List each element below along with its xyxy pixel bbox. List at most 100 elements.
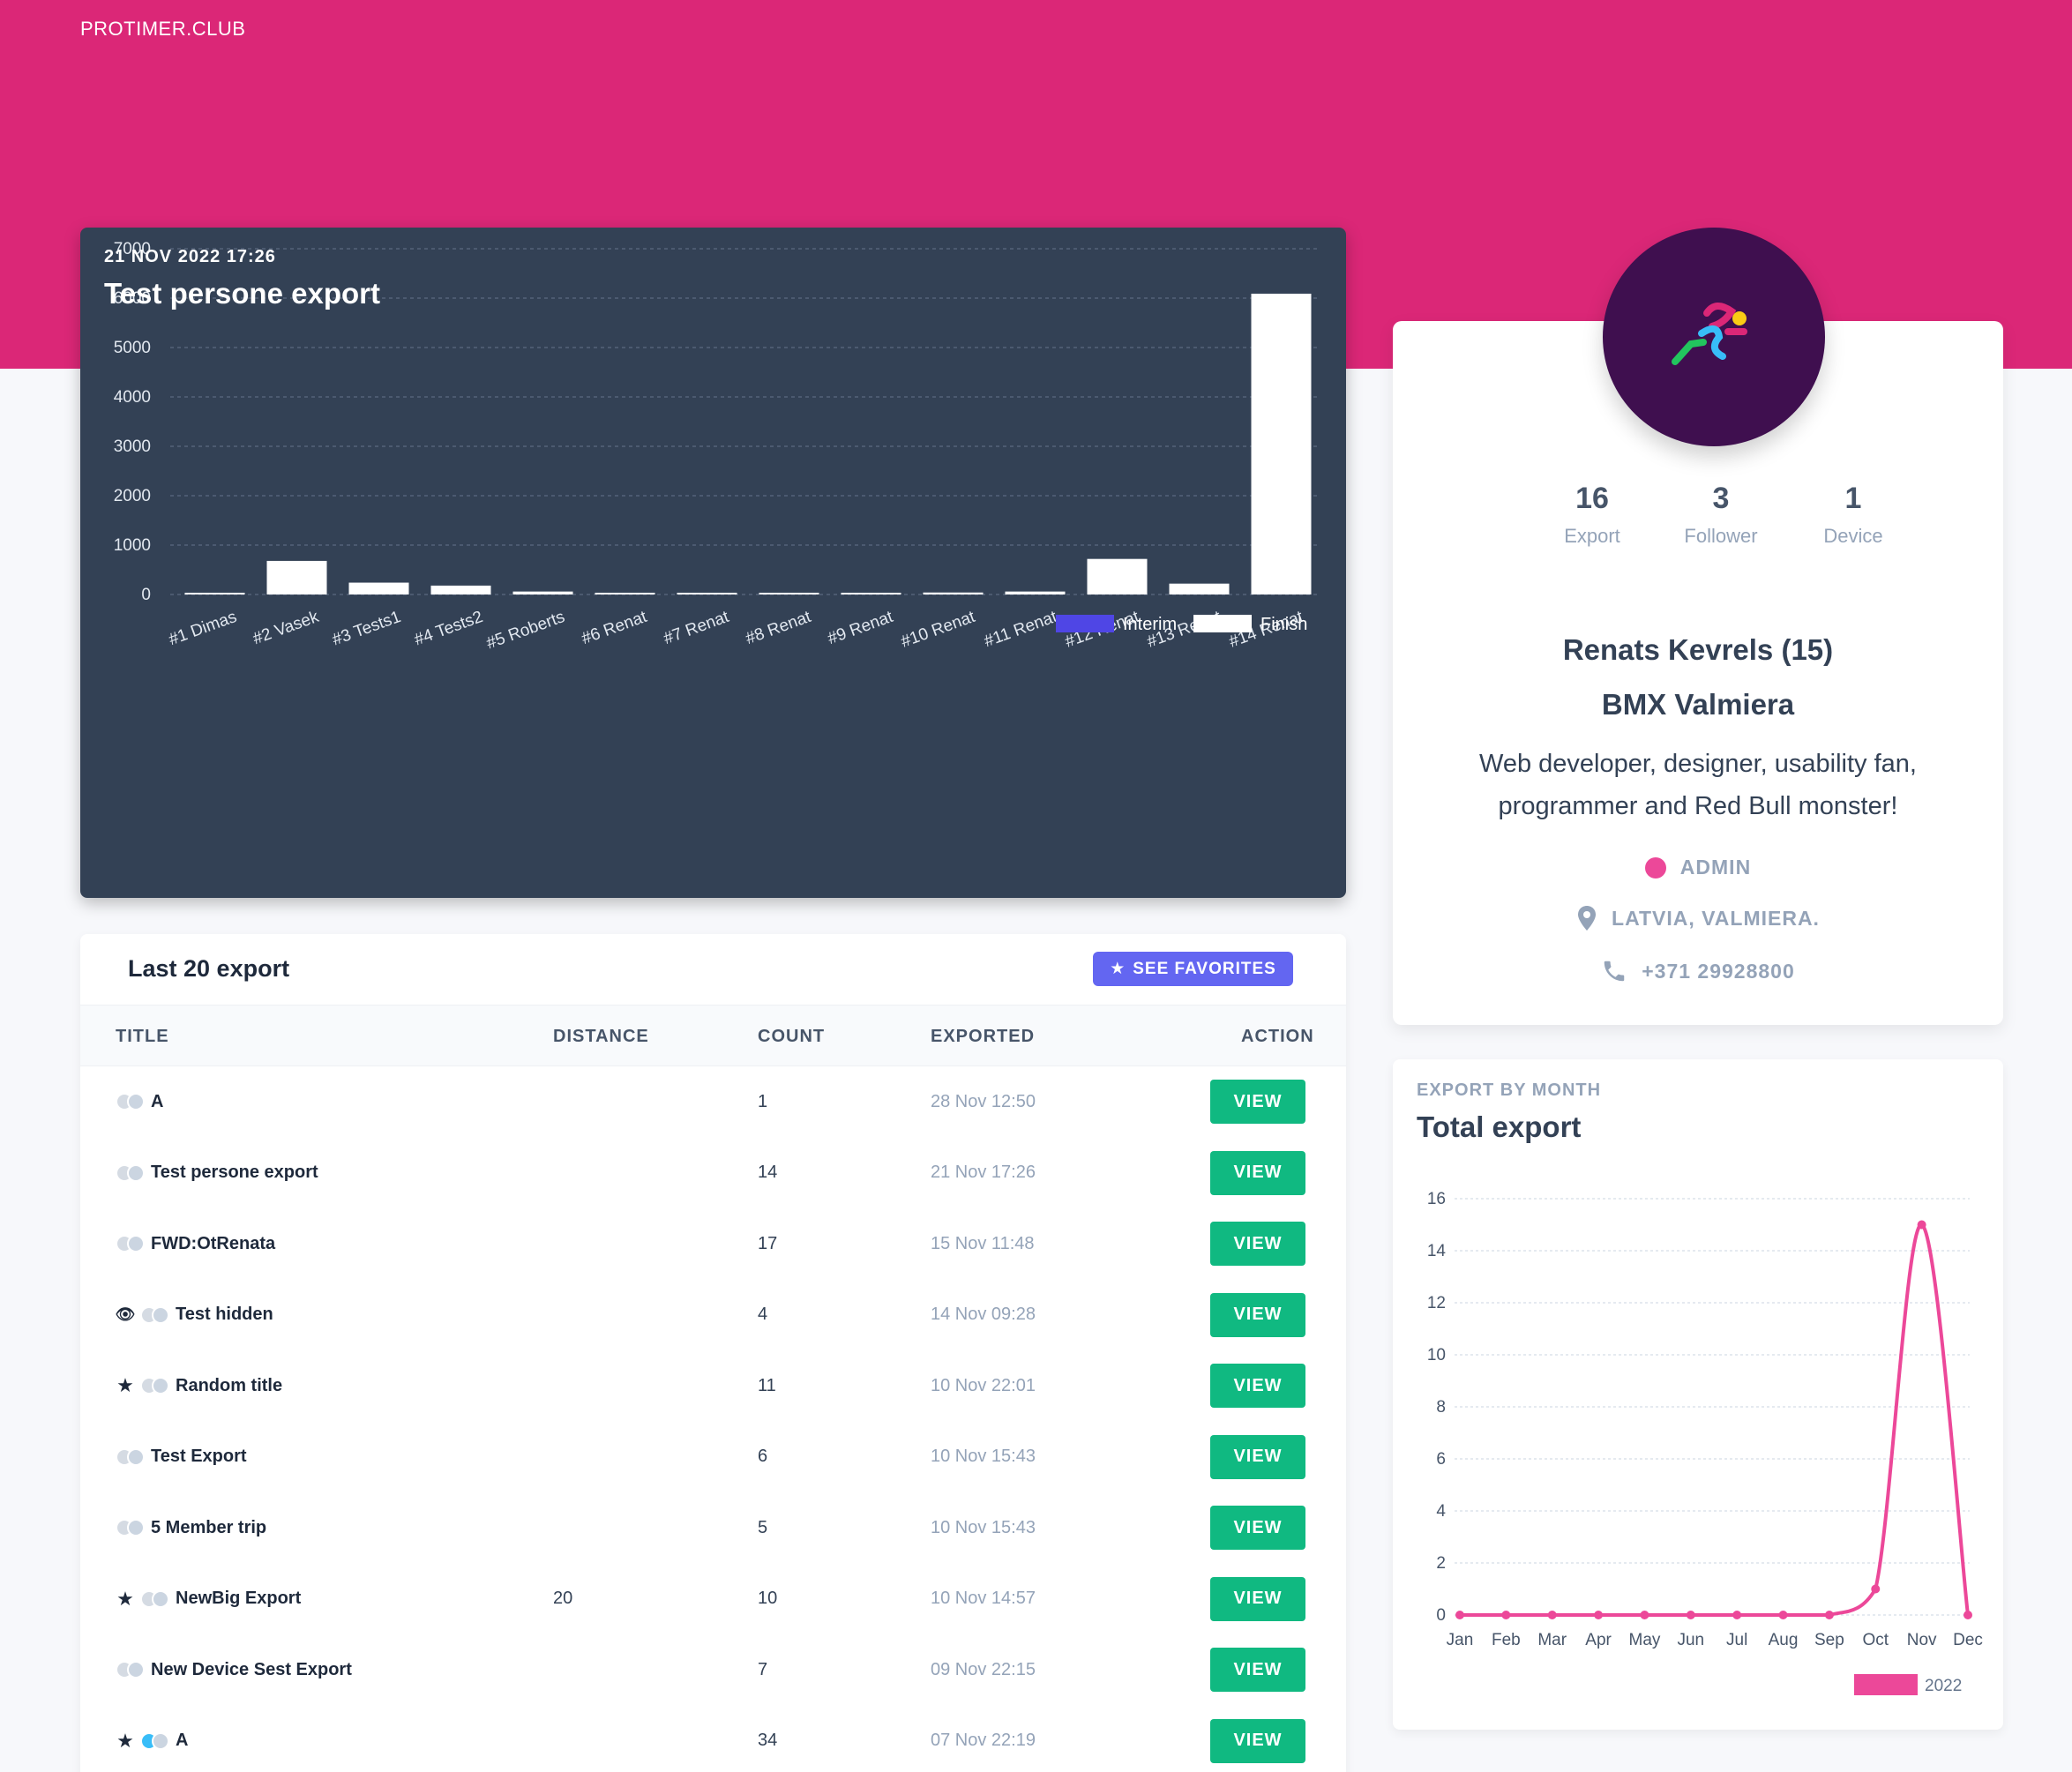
phone-label[interactable]: +371 29928800 bbox=[1642, 959, 1795, 983]
view-button[interactable]: VIEW bbox=[1210, 1222, 1305, 1266]
bar-finish bbox=[1087, 558, 1148, 594]
status-toggle[interactable] bbox=[116, 1235, 146, 1252]
export-chart-title: Test persone export bbox=[104, 277, 380, 310]
row-title: Test hidden bbox=[176, 1305, 273, 1324]
data-point bbox=[1501, 1611, 1511, 1619]
role-dot-icon bbox=[1644, 856, 1666, 879]
view-button[interactable]: VIEW bbox=[1210, 1506, 1305, 1550]
view-button[interactable]: VIEW bbox=[1210, 1434, 1305, 1479]
row-title: A bbox=[176, 1731, 189, 1750]
stat-label: Follower bbox=[1684, 525, 1758, 547]
bar-finish bbox=[266, 560, 327, 594]
row-title: Test persone export bbox=[151, 1163, 318, 1182]
status-toggle[interactable] bbox=[116, 1519, 146, 1536]
y-tick-label: 4 bbox=[1436, 1502, 1446, 1521]
bar-finish bbox=[348, 582, 409, 594]
view-button[interactable]: VIEW bbox=[1210, 1150, 1305, 1195]
status-toggle[interactable] bbox=[116, 1163, 146, 1182]
status-toggle[interactable] bbox=[140, 1305, 170, 1324]
x-tick-label: #10 Renat bbox=[899, 608, 978, 652]
column-header-exported[interactable]: EXPORTED bbox=[931, 1027, 1036, 1046]
view-button[interactable]: VIEW bbox=[1210, 1080, 1305, 1124]
y-tick-label: 10 bbox=[1427, 1346, 1446, 1365]
star-icon[interactable]: ★ bbox=[116, 1729, 134, 1752]
x-tick-label: Aug bbox=[1769, 1631, 1799, 1649]
bar-finish bbox=[923, 592, 984, 594]
stat-follower[interactable]: 3 Follower bbox=[1659, 482, 1783, 548]
view-button[interactable]: VIEW bbox=[1210, 1718, 1305, 1763]
row-exported: 28 Nov 12:50 bbox=[931, 1091, 1036, 1111]
row-count: 34 bbox=[758, 1731, 778, 1750]
status-toggle[interactable] bbox=[140, 1377, 170, 1394]
view-button[interactable]: VIEW bbox=[1210, 1576, 1305, 1621]
stat-value: 16 bbox=[1575, 482, 1609, 515]
see-favorites-button[interactable]: ★ SEE FAVORITES bbox=[1093, 952, 1293, 986]
star-icon[interactable]: ★ bbox=[116, 1374, 134, 1396]
table-row[interactable]: New Device Sest Export 7 09 Nov 22:15 VIEW bbox=[80, 1634, 1346, 1705]
status-toggle[interactable] bbox=[140, 1731, 170, 1750]
table-header-row: TITLE DISTANCE COUNT EXPORTED ACTION bbox=[80, 1005, 1346, 1066]
y-tick-label: 14 bbox=[1427, 1242, 1447, 1260]
monthly-chart-title: Total export bbox=[1417, 1110, 1582, 1143]
profile-club: BMX Valmiera bbox=[1601, 688, 1795, 721]
column-header-count[interactable]: COUNT bbox=[758, 1027, 826, 1046]
x-tick-label: Feb bbox=[1492, 1631, 1521, 1649]
x-tick-label: #7 Renat bbox=[662, 608, 732, 648]
table-row[interactable]: ★ A 34 07 Nov 22:19 VIEW bbox=[80, 1706, 1346, 1772]
table-row[interactable]: Test persone export 14 21 Nov 17:26 VIEW bbox=[80, 1138, 1346, 1208]
row-exported: 10 Nov 14:57 bbox=[931, 1589, 1036, 1608]
row-count: 17 bbox=[758, 1233, 778, 1253]
row-title: NewBig Export bbox=[176, 1589, 302, 1608]
avatar[interactable] bbox=[1603, 228, 1825, 446]
status-toggle[interactable] bbox=[140, 1589, 170, 1608]
view-button[interactable]: VIEW bbox=[1210, 1364, 1305, 1408]
data-point bbox=[1594, 1611, 1604, 1619]
star-icon: ★ bbox=[1110, 960, 1126, 978]
view-button[interactable]: VIEW bbox=[1210, 1648, 1305, 1692]
stat-value: 3 bbox=[1712, 482, 1730, 515]
brand-logo[interactable]: PROTIMER.CLUB bbox=[80, 18, 246, 40]
row-exported: 10 Nov 15:43 bbox=[931, 1517, 1036, 1537]
table-card-header: Last 20 export ★ SEE FAVORITES bbox=[80, 934, 1346, 1005]
table-row[interactable]: FWD:OtRenata 17 15 Nov 11:48 VIEW bbox=[80, 1208, 1346, 1279]
row-title-cell: ★ Random title bbox=[116, 1350, 282, 1421]
row-count: 4 bbox=[758, 1305, 768, 1324]
y-tick-label: 6000 bbox=[114, 289, 151, 308]
status-toggle[interactable] bbox=[116, 1093, 146, 1110]
y-tick-label: 6 bbox=[1436, 1450, 1446, 1469]
export-chart-card: 0 1000 2000 3000 4000 5000 6000 7000 #1 Dimas #2 … bbox=[80, 228, 1346, 898]
line-chart: 0 2 4 6 8 10 12 14 16 Jan Feb Mar Apr May Jun Jul Aug Sep… bbox=[1427, 1190, 1983, 1695]
view-button[interactable]: VIEW bbox=[1210, 1292, 1305, 1337]
table-row[interactable]: 5 Member trip 5 10 Nov 15:43 VIEW bbox=[80, 1492, 1346, 1563]
stat-label: Device bbox=[1823, 525, 1883, 547]
x-tick-label: #4 Tests2 bbox=[412, 608, 485, 649]
table-row[interactable]: A 1 28 Nov 12:50 VIEW bbox=[80, 1066, 1346, 1137]
profile-location: LATVIA, VALMIERA. bbox=[1393, 905, 2003, 931]
row-count: 5 bbox=[758, 1517, 768, 1537]
row-count: 7 bbox=[758, 1659, 768, 1679]
row-title: A bbox=[151, 1091, 164, 1111]
table-row[interactable]: Test Export 6 10 Nov 15:43 VIEW bbox=[80, 1422, 1346, 1492]
table-row[interactable]: 👁 Test hidden 4 14 Nov 09:28 VIEW bbox=[80, 1280, 1346, 1350]
x-tick-label: #9 Renat bbox=[826, 608, 896, 648]
star-icon[interactable]: ★ bbox=[116, 1587, 134, 1610]
x-tick-label: #1 Dimas bbox=[167, 608, 240, 649]
column-header-title[interactable]: TITLE bbox=[116, 1027, 169, 1046]
data-point bbox=[1964, 1611, 1972, 1619]
bar-finish bbox=[759, 593, 819, 594]
status-toggle[interactable] bbox=[116, 1661, 146, 1679]
stat-device[interactable]: 1 Device bbox=[1791, 482, 1915, 548]
data-point bbox=[1547, 1611, 1557, 1619]
column-header-distance[interactable]: DISTANCE bbox=[553, 1027, 649, 1046]
stat-export[interactable]: 16 Export bbox=[1530, 482, 1654, 548]
table-row[interactable]: ★ Random title 11 10 Nov 22:01 VIEW bbox=[80, 1350, 1346, 1421]
table-row[interactable]: ★ NewBig Export 20 10 10 Nov 14:57 VIEW bbox=[80, 1564, 1346, 1634]
bar-finish bbox=[841, 593, 901, 594]
row-exported: 14 Nov 09:28 bbox=[931, 1305, 1036, 1324]
status-toggle[interactable] bbox=[116, 1447, 146, 1466]
table-title: Last 20 export bbox=[128, 955, 290, 982]
row-distance: 20 bbox=[553, 1589, 573, 1608]
row-title: Random title bbox=[176, 1375, 283, 1395]
x-tick-label: Mar bbox=[1537, 1631, 1567, 1649]
y-tick-label: 0 bbox=[141, 586, 151, 604]
